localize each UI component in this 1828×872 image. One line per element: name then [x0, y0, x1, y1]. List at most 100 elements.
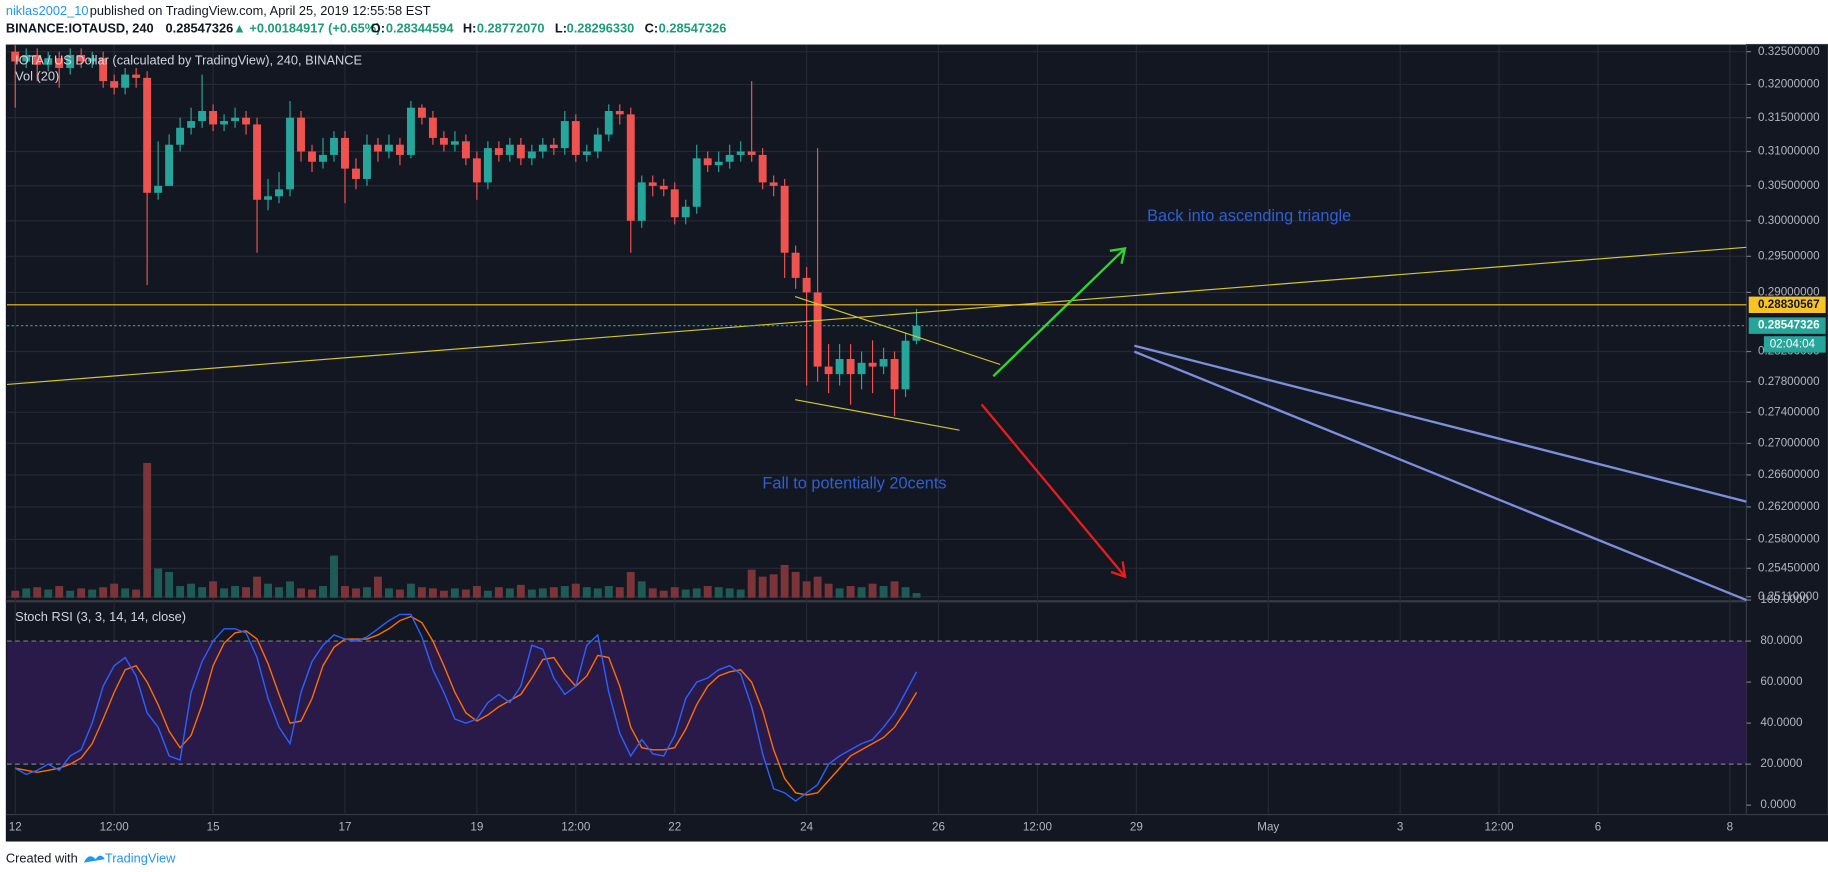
high-label: H:: [463, 21, 477, 36]
candle-body: [264, 196, 272, 200]
volume-bar: [703, 586, 712, 598]
volume-bar: [154, 568, 163, 598]
y-tick-label: 0.30500000: [1758, 179, 1820, 192]
candle-body: [857, 362, 866, 375]
volume-bar: [341, 586, 349, 598]
volume-bar: [890, 581, 899, 598]
arrow-up: [992, 247, 1127, 378]
y-tick-label: 0.25110000: [1758, 590, 1819, 603]
stoch-rsi: [6, 613, 1747, 802]
volume-bar: [176, 586, 185, 598]
countdown-box: [1763, 336, 1826, 353]
x-tick-label: 12:00: [1023, 821, 1053, 834]
volume-bar: [187, 583, 196, 598]
annotation: Back into ascending triangle: [1147, 207, 1351, 225]
candle-body: [571, 121, 580, 155]
x-tick-label: 12:00: [100, 821, 130, 834]
volume-bar: [220, 588, 229, 598]
candle-body: [242, 117, 251, 125]
candle-body: [604, 111, 613, 135]
candle-body: [428, 117, 437, 138]
volume-bar: [44, 589, 53, 598]
x-tick-label: 22: [668, 821, 681, 834]
y-tick-label: 0.25800000: [1758, 533, 1820, 546]
candle-body: [703, 158, 712, 166]
volume-bar: [516, 584, 525, 598]
volume-bar: [363, 587, 371, 598]
volume-bar: [527, 589, 536, 598]
volume-bar: [297, 588, 305, 598]
volume-bar: [209, 581, 218, 598]
volume-bar: [813, 576, 822, 598]
candle-body: [747, 151, 756, 155]
candle-body: [330, 137, 338, 155]
y-tick-label: 0.32000000: [1758, 77, 1820, 90]
volume-bar: [538, 588, 547, 598]
candle-body: [11, 51, 20, 62]
open-label: O:: [371, 21, 385, 36]
volume-bar: [352, 588, 360, 598]
candle-body: [110, 81, 119, 88]
y-tick-label: 0.31500000: [1758, 111, 1820, 124]
x-tick-label: 29: [1130, 821, 1143, 834]
candle-body: [637, 182, 646, 221]
candle-body: [582, 151, 591, 155]
volume-bar: [308, 589, 316, 598]
x-tick-label: 17: [339, 821, 352, 834]
symbol: BINANCE:IOTAUSD, 240: [6, 21, 154, 36]
volume-bar: [253, 576, 262, 598]
rsi-tick-label: 60.0000: [1760, 675, 1803, 688]
volume-bar: [912, 593, 921, 598]
candle-body: [220, 121, 229, 125]
candle-body: [88, 58, 97, 62]
candle-body: [77, 54, 86, 62]
volume-bar: [857, 587, 866, 598]
volume-bar: [165, 571, 174, 598]
trendline: [6, 246, 1747, 386]
volume-bar: [132, 589, 141, 598]
y-tick-label: 0.26200000: [1758, 500, 1820, 513]
volume-bar: [824, 583, 833, 598]
author[interactable]: niklas2002_10: [6, 3, 89, 18]
price-label: 0.28547326: [1758, 319, 1820, 332]
volume-bar: [121, 588, 130, 598]
y-tick-label: 0.26600000: [1758, 468, 1820, 481]
volume-bar: [428, 588, 437, 598]
volume-bar: [275, 587, 283, 598]
candle-body: [450, 141, 459, 145]
rsi-band: [6, 641, 1747, 765]
close-value: 0.28547326: [659, 21, 727, 36]
volume-bar: [33, 587, 42, 598]
y-tick-label: 0.25450000: [1758, 561, 1820, 574]
candle-body: [44, 58, 53, 65]
y-tick-label: 0.31000000: [1758, 145, 1820, 158]
volume-bar: [802, 581, 811, 598]
candle-body: [231, 117, 240, 122]
last-price: 0.28547326: [166, 21, 234, 36]
candle-body: [143, 77, 152, 193]
x-tick-label: 12:00: [561, 821, 591, 834]
candle-body: [319, 154, 327, 162]
footer-brand[interactable]: TradingView: [105, 850, 176, 865]
candle-body: [472, 158, 481, 183]
candle-body: [659, 185, 668, 190]
volume-bar: [791, 571, 800, 598]
candle-body: [99, 58, 108, 82]
volume-bar: [604, 586, 613, 598]
candle-body: [33, 54, 42, 65]
rsi-title: Stoch RSI (3, 3, 14, 14, close): [15, 609, 186, 624]
volume-bar: [472, 586, 481, 598]
candle-body: [406, 107, 415, 155]
y-tick-label: 0.29000000: [1758, 285, 1820, 298]
candle-body: [879, 359, 888, 367]
volume-bar: [626, 571, 635, 598]
volume-bar: [286, 581, 294, 598]
change: ▲ +0.00184917 (+0.65%): [233, 21, 380, 36]
y-tick-label: 0.32500000: [1758, 45, 1820, 58]
candle-body: [352, 168, 360, 179]
volume-bar: [77, 588, 86, 598]
volume-bar: [417, 587, 426, 598]
candle-body: [439, 137, 448, 145]
rsi-tick-label: 20.0000: [1760, 757, 1803, 770]
